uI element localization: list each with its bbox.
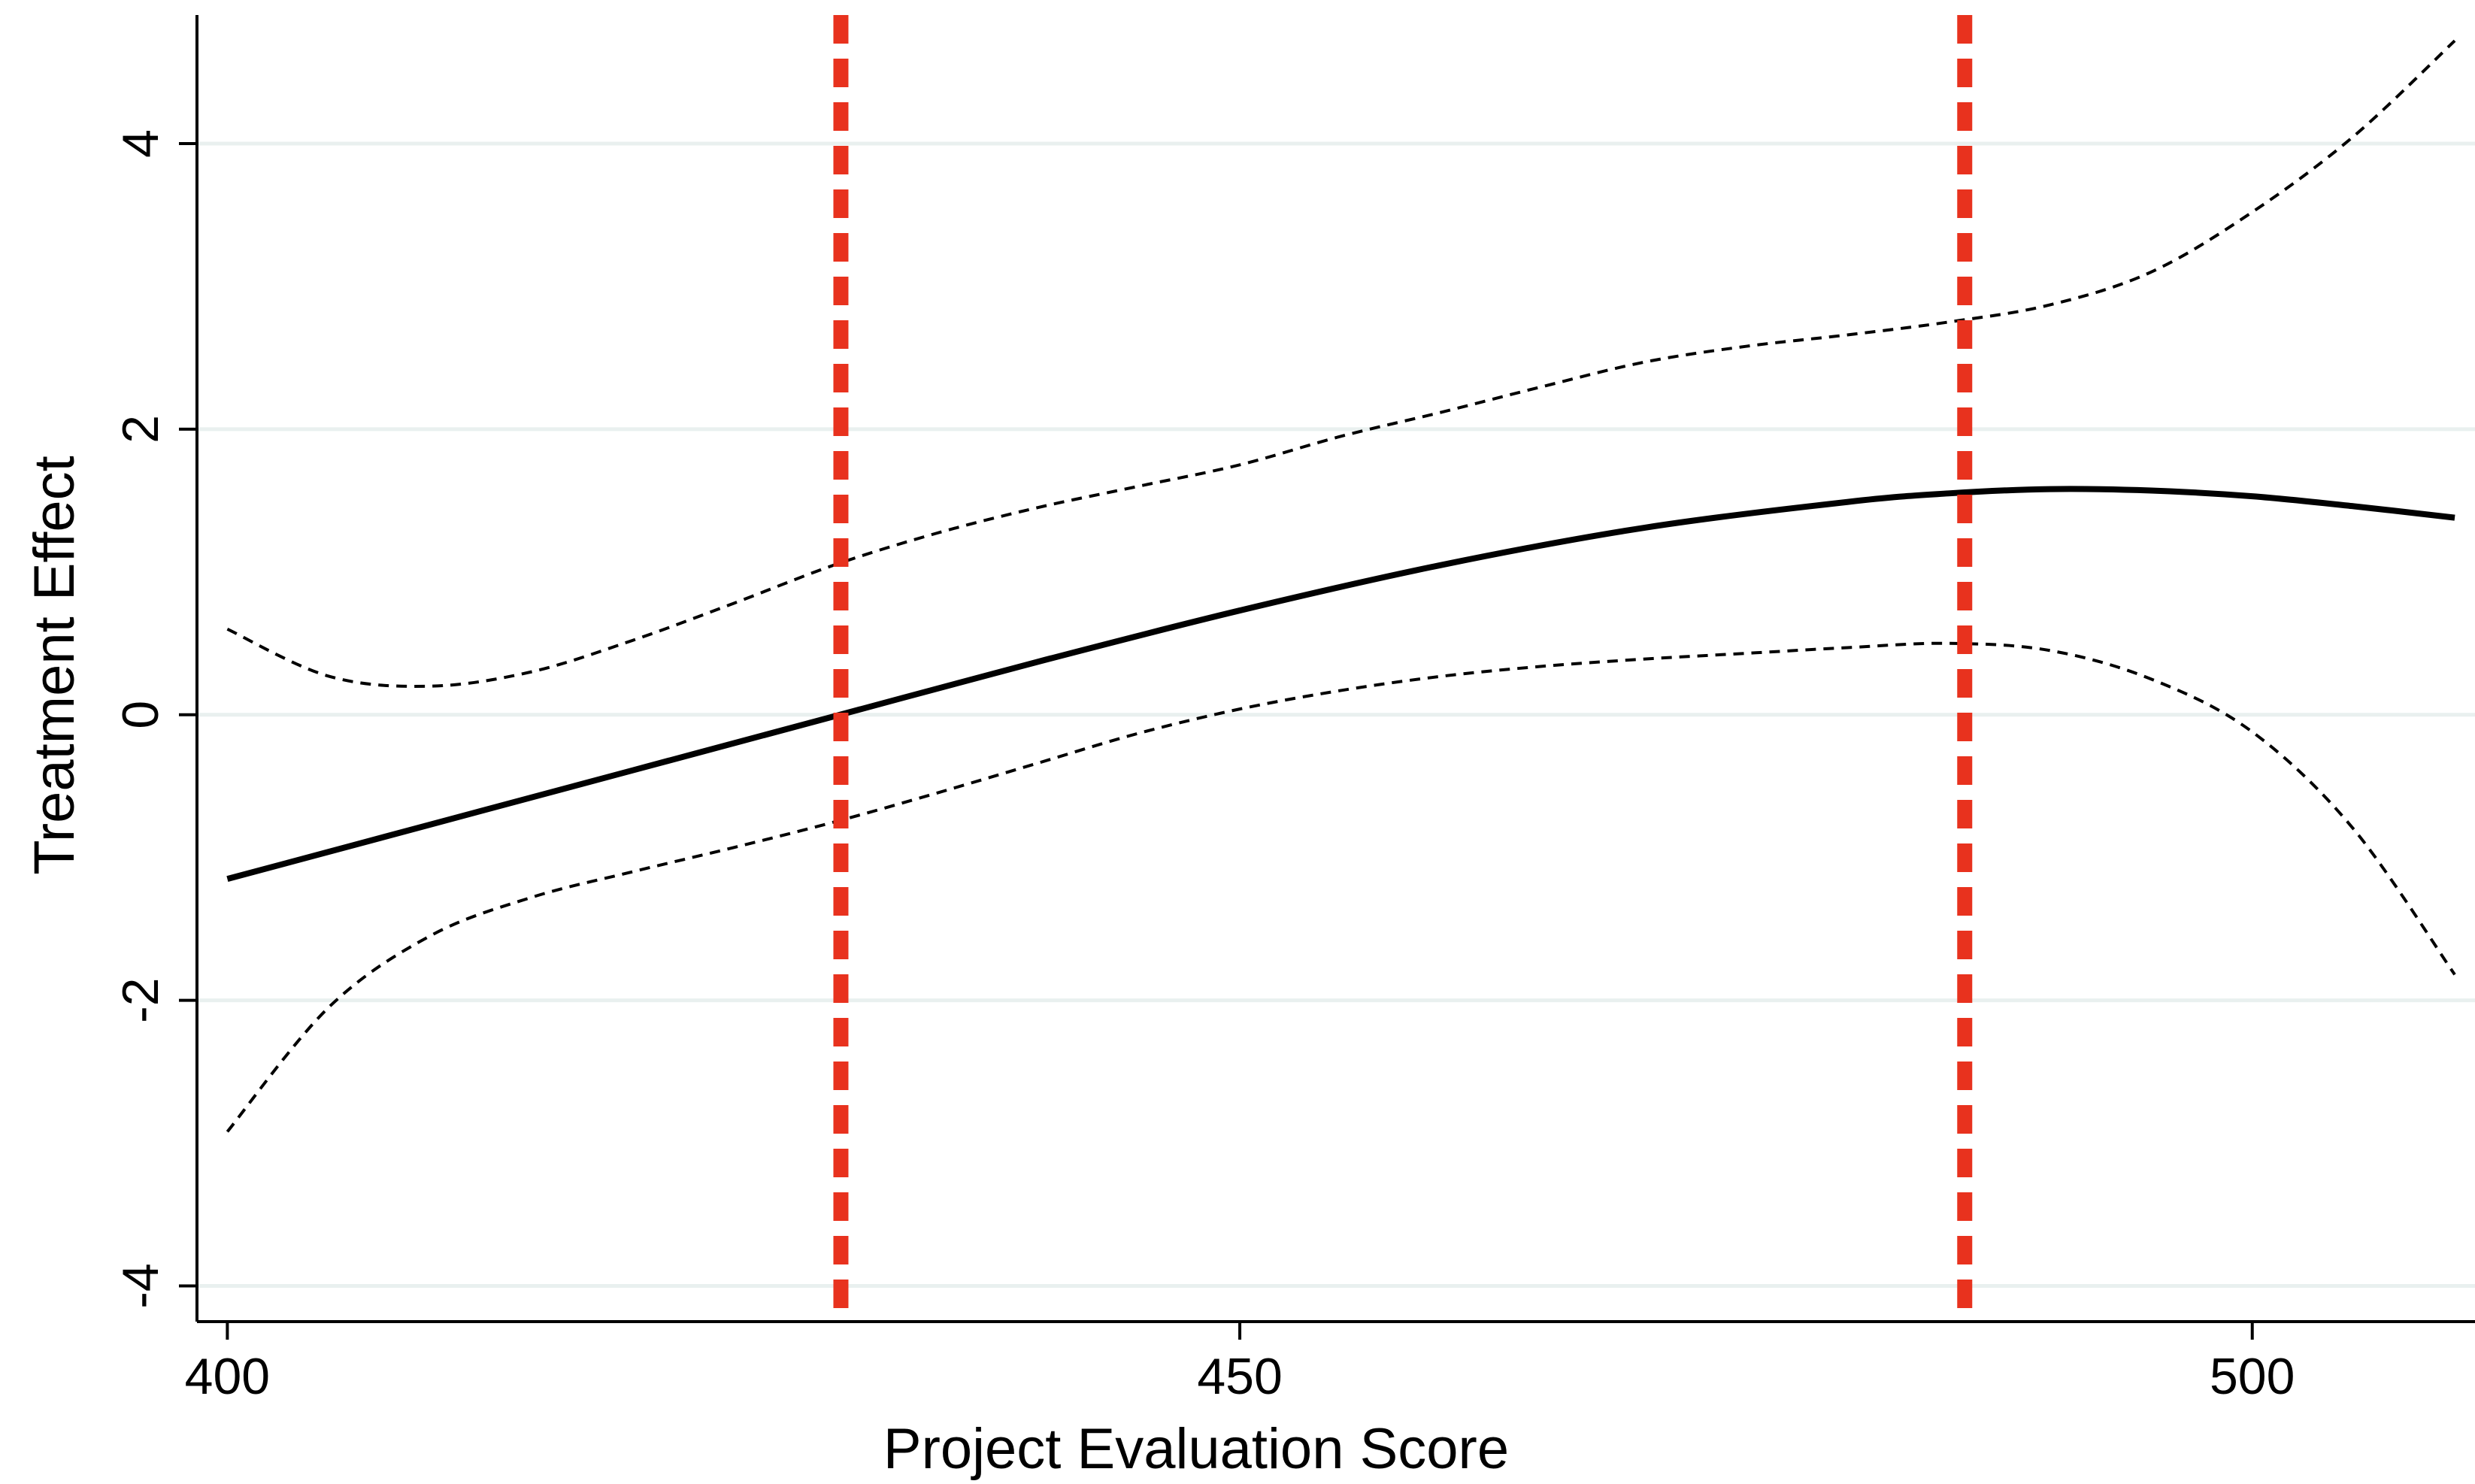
y-tick-label: -4 — [112, 1263, 169, 1308]
x-tick-label: 400 — [185, 1348, 270, 1405]
ticks: -4 -2 0 2 4 400 450 500 — [112, 129, 2295, 1405]
grid-lines — [197, 141, 2475, 1289]
series-line-lower-ci — [226, 641, 2456, 1133]
x-tick-label: 450 — [1197, 1348, 1282, 1405]
y-tick-label: 4 — [112, 129, 169, 158]
x-tick-label: 500 — [2210, 1348, 2295, 1405]
series-line-upper-ci — [226, 39, 2456, 688]
y-tick-label: -2 — [112, 977, 169, 1022]
x-axis-label: Project Evaluation Score — [883, 1417, 1509, 1481]
y-tick-label: 2 — [112, 415, 169, 444]
y-tick-label: 0 — [112, 701, 169, 729]
axes — [195, 15, 2475, 1323]
y-axis-label: Treatment Effect — [23, 456, 86, 875]
series-line-estimate — [226, 486, 2455, 883]
series-layer — [226, 39, 2456, 1133]
